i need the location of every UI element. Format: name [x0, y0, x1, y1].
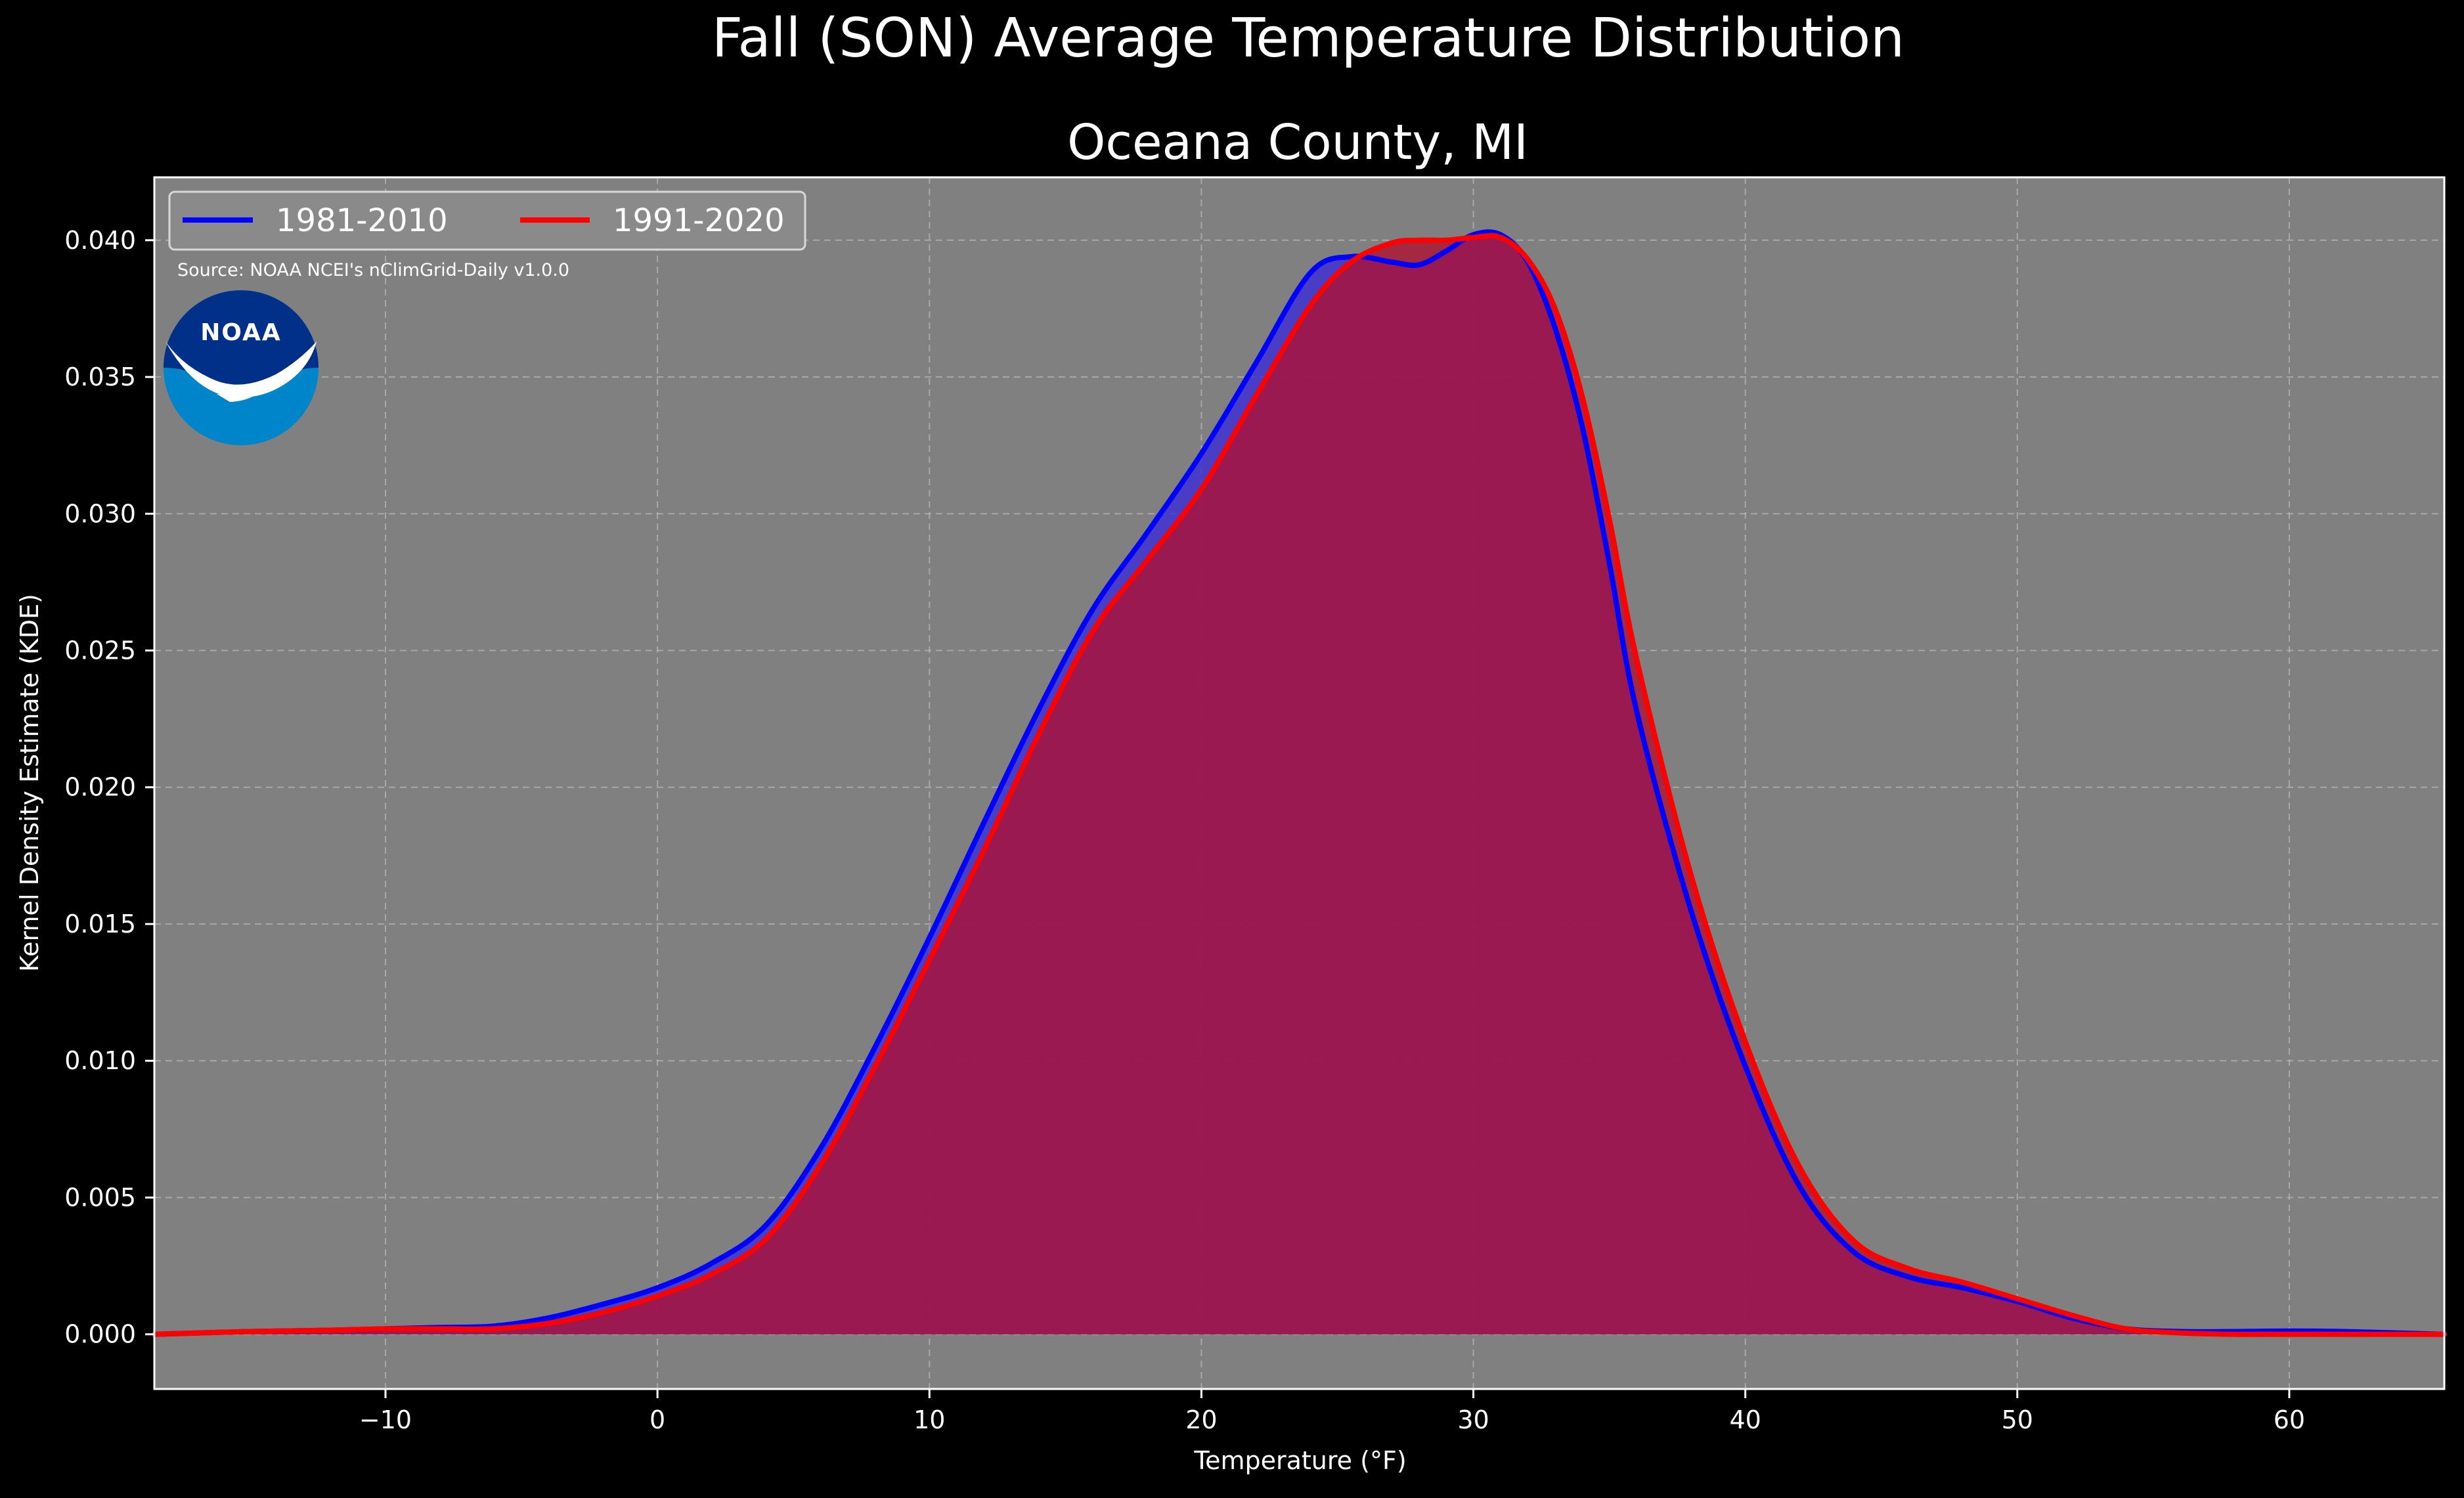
- x-tick-label: 20: [1185, 1405, 1217, 1434]
- legend-label-1991-2020: 1991-2020: [613, 202, 785, 239]
- noaa-logo-text: NOAA: [200, 319, 282, 346]
- source-note: Source: NOAA NCEI's nClimGrid-Daily v1.0…: [177, 260, 569, 280]
- series-line-1981-2010: [152, 229, 2447, 1337]
- y-tick-label: 0.010: [64, 1046, 136, 1075]
- chart-title: Fall (SON) Average Temperature Distribut…: [712, 7, 1904, 70]
- legend: 1981-2010 1991-2020: [168, 190, 806, 251]
- series-lines: [152, 229, 2447, 1337]
- y-tick-label: 0.015: [64, 910, 136, 938]
- noaa-logo-upper: [164, 290, 319, 394]
- x-tick-label: −10: [359, 1405, 412, 1434]
- x-tick-label: 40: [1729, 1405, 1761, 1434]
- legend-box: [168, 190, 806, 251]
- x-axis-label: Temperature (°F): [1193, 1446, 1406, 1475]
- x-tick-label: 30: [1457, 1405, 1489, 1434]
- y-tick-label: 0.025: [64, 636, 136, 665]
- y-tick-label: 0.000: [64, 1320, 136, 1349]
- y-tick-label: 0.040: [64, 226, 136, 255]
- x-tick-label: 60: [2274, 1405, 2305, 1434]
- x-axis-ticks: −10 0 10 20 30 40 50 60: [359, 1389, 2305, 1434]
- x-tick-label: 50: [2002, 1405, 2033, 1434]
- x-tick-label: 10: [913, 1405, 945, 1434]
- y-axis-label: Kernel Density Estimate (KDE): [15, 594, 44, 972]
- y-tick-label: 0.005: [64, 1183, 136, 1212]
- y-tick-label: 0.035: [64, 363, 136, 391]
- series-fill-1991-2020: [154, 235, 2444, 1334]
- legend-label-1981-2010: 1981-2010: [276, 202, 448, 239]
- noaa-logo-gull: [165, 341, 317, 398]
- noaa-logo: NOAA: [164, 290, 319, 445]
- y-tick-label: 0.020: [64, 773, 136, 802]
- chart-subtitle: Oceana County, MI: [1067, 114, 1528, 171]
- y-axis-ticks: 0.000 0.005 0.010 0.015 0.020 0.025 0.030 0.035…: [64, 226, 154, 1349]
- plot-frame: [153, 176, 2446, 1390]
- x-tick-label: 0: [649, 1405, 665, 1434]
- series-line-1991-2020: [152, 233, 2447, 1337]
- noaa-logo-gull-tail: [217, 384, 266, 402]
- series-fills: [154, 232, 2444, 1334]
- y-tick-label: 0.030: [64, 499, 136, 528]
